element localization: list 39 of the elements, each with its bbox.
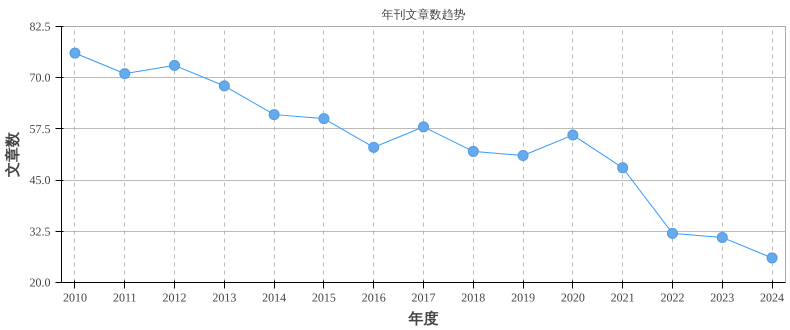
chart-title: 年刊文章数趋势: [382, 8, 466, 22]
x-tick-label: 2017: [412, 290, 436, 304]
x-tick-label: 2012: [162, 290, 187, 304]
y-tick-label: 70.0: [30, 70, 50, 85]
point: [666, 228, 678, 239]
point: [268, 109, 280, 120]
x-tick-label: 2024: [760, 290, 784, 304]
point: [617, 162, 628, 174]
x-tick-label: 2015: [312, 290, 336, 304]
x-tick-label: 2019: [511, 290, 536, 304]
point: [119, 68, 130, 80]
x-tick-label: 2018: [461, 290, 486, 304]
x-tick-label: 2014: [262, 290, 286, 304]
x-tick-label: 2016: [362, 290, 386, 304]
point: [716, 232, 728, 243]
x-tick-label: 2021: [610, 290, 635, 304]
y-tick-label: 57.5: [30, 122, 50, 136]
x-axis-title: 年度: [408, 310, 438, 328]
point: [468, 146, 479, 157]
x-tick-label: 2022: [660, 290, 684, 304]
point: [69, 48, 80, 59]
point: [567, 130, 578, 141]
point: [368, 142, 380, 153]
point: [766, 252, 778, 264]
y-tick-label: 32.5: [30, 224, 50, 238]
y-axis-title: 文章数: [4, 131, 22, 178]
x-tick-label: 2023: [710, 290, 734, 304]
y-tick-label: 45.0: [30, 173, 50, 188]
point: [218, 80, 230, 92]
point: [318, 113, 330, 124]
x-tick-label: 2013: [212, 290, 236, 304]
point: [518, 150, 529, 162]
point: [418, 121, 429, 132]
x-tick-label: 2011: [112, 290, 137, 304]
point: [169, 60, 180, 71]
x-tick-label: 2010: [62, 290, 87, 304]
x-tick-label: 2020: [560, 290, 585, 304]
y-tick-label: 82.5: [30, 20, 50, 34]
y-tick-label: 20.0: [30, 276, 50, 290]
